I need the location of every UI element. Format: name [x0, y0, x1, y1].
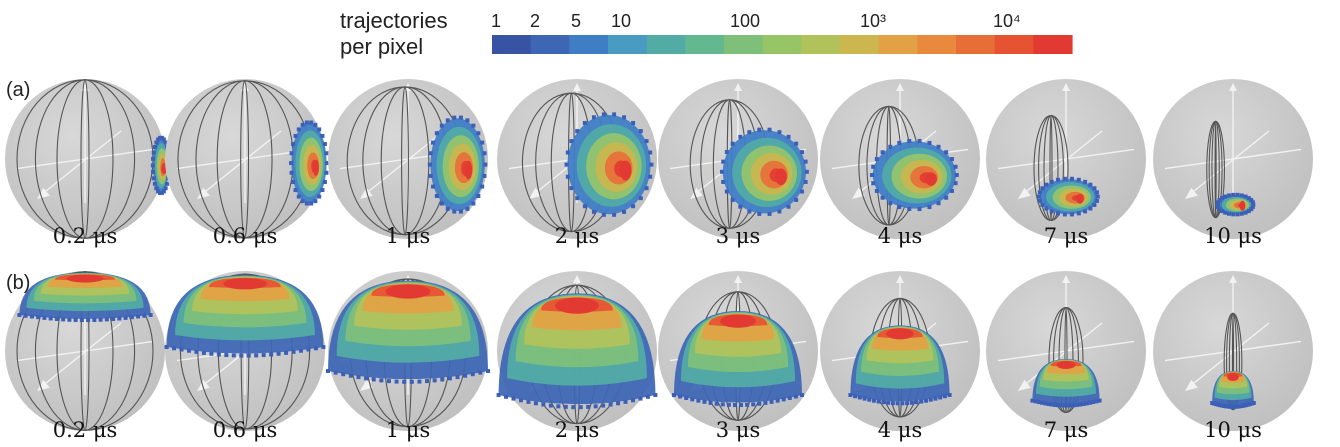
bloch-sphere-panel: 0.6 μs [164, 271, 326, 442]
time-label: 1 μs [386, 224, 430, 248]
colorbar: trajectories per pixel 1 2 5 10 100 10³ 10⁴ [340, 8, 1073, 59]
bloch-sphere-panel: 3 μs [658, 271, 818, 442]
bloch-sphere-panel: 7 μs [986, 79, 1146, 248]
trajectory-density [326, 280, 490, 384]
trajectory-density [719, 127, 809, 216]
trajectory-density [17, 272, 153, 323]
colorbar-swatch [492, 35, 532, 54]
time-label: 0.2 μs [53, 418, 118, 442]
colorbar-swatch [878, 35, 918, 54]
colorbar-title-line1: trajectories [340, 8, 448, 33]
time-label: 4 μs [878, 224, 922, 248]
bloch-sphere-panel: 2 μs [496, 271, 658, 442]
colorbar-tick-label: 10³ [860, 11, 886, 31]
trajectory-density [496, 293, 658, 410]
colorbar-tick-label: 10 [611, 11, 631, 31]
bloch-sphere-panel: 0.6 μs [165, 79, 329, 248]
bloch-sphere-panel: 10 μs [1153, 79, 1313, 248]
trajectory-density [672, 311, 804, 408]
bloch-sphere-panel: 10 μs [1153, 271, 1313, 442]
time-label: 0.6 μs [213, 224, 278, 248]
colorbar-swatches [492, 35, 1073, 54]
colorbar-swatch [840, 35, 880, 54]
trajectory-density [869, 138, 959, 212]
colorbar-swatch [724, 35, 764, 54]
time-label: 2 μs [555, 418, 599, 442]
bloch-sphere-panel: 0.2 μs [5, 271, 165, 442]
trajectory-density [848, 325, 952, 406]
colorbar-swatch [956, 35, 996, 54]
time-label: 10 μs [1204, 224, 1262, 248]
trajectory-density [427, 115, 488, 214]
colorbar-swatch [569, 35, 609, 54]
time-label: 2 μs [555, 224, 599, 248]
row-label-a: (a) [6, 79, 30, 101]
time-label: 10 μs [1204, 418, 1262, 442]
colorbar-title-line2: per pixel [340, 34, 423, 59]
colorbar-swatch [646, 35, 686, 54]
colorbar-swatch [994, 35, 1034, 54]
bloch-sphere-panel: 1 μs [326, 271, 490, 442]
time-label: 4 μs [878, 418, 922, 442]
colorbar-swatch [685, 35, 725, 54]
bloch-sphere-panel: 2 μs [497, 79, 657, 248]
bloch-sphere-panel: 3 μs [658, 79, 818, 248]
time-label: 3 μs [716, 418, 760, 442]
panels: 0.2 μs 0.6 μs 1 μs 2 μs 3 μs 4 μs 7 μs 10 μs 0.2… [5, 79, 1313, 442]
colorbar-swatch [801, 35, 841, 54]
bloch-sphere-panel: 0.2 μs [5, 79, 172, 248]
bloch-sphere-panel: 7 μs [986, 271, 1146, 442]
time-label: 3 μs [716, 224, 760, 248]
bloch-sphere-panel: 4 μs [820, 271, 980, 442]
colorbar-swatch [917, 35, 957, 54]
trajectory-density [164, 275, 326, 358]
colorbar-tick-label: 100 [730, 11, 760, 31]
colorbar-tick-labels: 1 2 5 10 100 10³ 10⁴ [491, 11, 1021, 31]
trajectory-density [1037, 176, 1100, 217]
colorbar-tick-label: 2 [530, 11, 540, 31]
trajectory-density [289, 120, 329, 206]
time-label: 0.6 μs [213, 418, 278, 442]
time-label: 7 μs [1044, 224, 1088, 248]
time-label: 0.2 μs [53, 224, 118, 248]
colorbar-swatch [1033, 35, 1073, 54]
colorbar-tick-label: 5 [571, 11, 581, 31]
trajectory-density [1215, 192, 1256, 217]
colorbar-swatch [608, 35, 648, 54]
colorbar-swatch [762, 35, 802, 54]
time-label: 1 μs [386, 418, 430, 442]
time-label: 7 μs [1044, 418, 1088, 442]
row-label-b: (b) [6, 272, 30, 294]
colorbar-tick-label: 10⁴ [993, 11, 1021, 31]
trajectory-density [1030, 359, 1102, 408]
colorbar-tick-label: 1 [491, 11, 501, 31]
bloch-sphere-panel: 1 μs [328, 79, 488, 248]
colorbar-swatch [530, 35, 570, 54]
bloch-sphere-panel: 4 μs [820, 79, 980, 248]
trajectory-density [1210, 371, 1256, 409]
trajectory-density [564, 112, 654, 217]
